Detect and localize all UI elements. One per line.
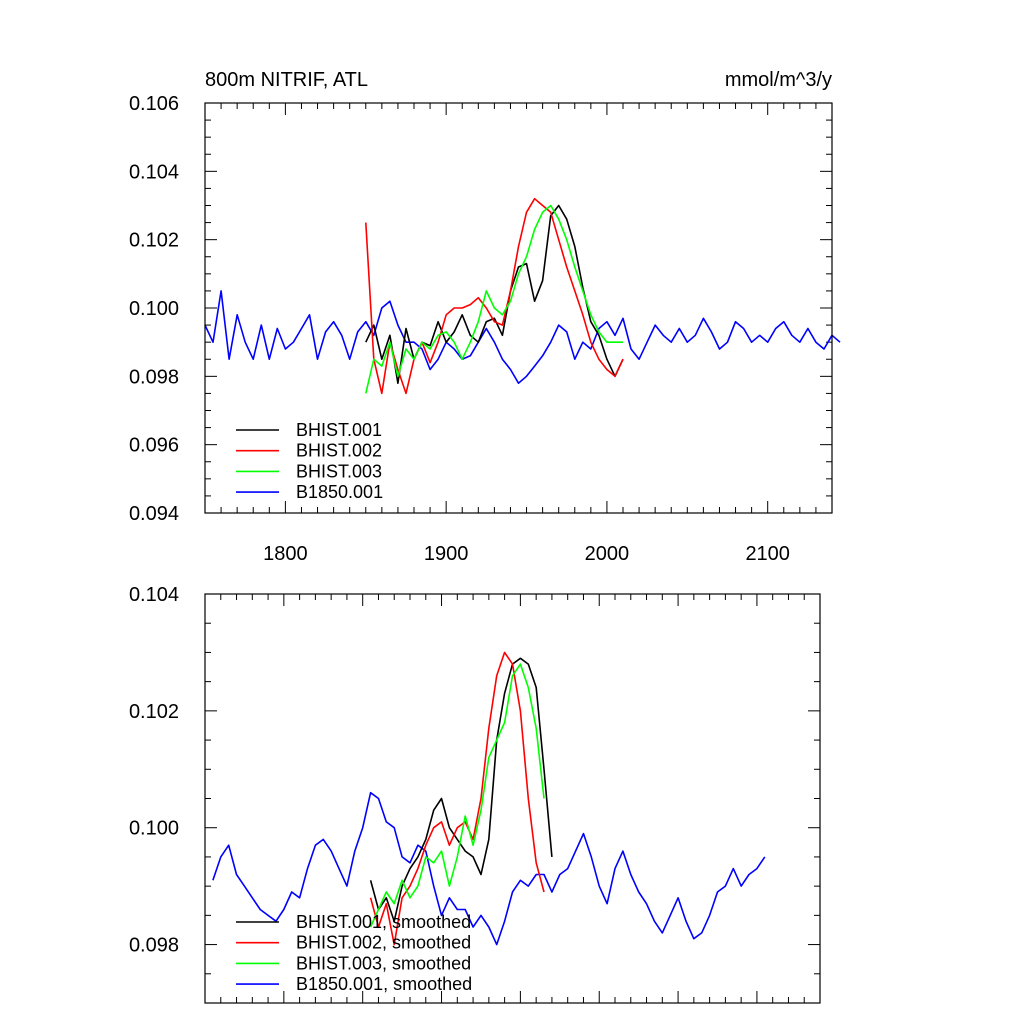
series-line-bhist-003-smoothed	[369, 663, 545, 928]
series-line-bhist-003	[365, 204, 623, 394]
top-panel: 800m NITRIF, ATL mmol/m^3/y 0.0940.0960.…	[129, 69, 841, 565]
top-panel-units: mmol/m^3/y	[725, 69, 832, 91]
legend-label: BHIST.001, smoothed	[296, 912, 471, 932]
legend-label: BHIST.002	[296, 441, 382, 461]
legend-label: B1850.001, smoothed	[296, 974, 472, 994]
series-line-bhist-002-smoothed	[369, 651, 545, 946]
legend-label: BHIST.002, smoothed	[296, 933, 471, 953]
series-line-b1850-001-smoothed	[212, 791, 766, 946]
series-line-bhist-001-smoothed	[369, 657, 553, 923]
series-line-b1850-001	[204, 290, 841, 385]
series-line-bhist-002	[365, 197, 624, 395]
y-tick-label: 0.096	[129, 435, 179, 457]
top-panel-ticks: 0.094 0.096 0.098 0.100 0.102 0.104 0.106 1800 1…	[129, 93, 833, 565]
y-tick-label: 0.098	[129, 366, 179, 388]
y-tick-label: 0.098	[129, 935, 179, 957]
top-panel-frame	[204, 102, 833, 514]
y-tick-label: 0.100	[129, 298, 179, 320]
series-line-bhist-001	[365, 204, 624, 385]
y-tick-label: 0.102	[129, 230, 179, 252]
y-tick-label: 0.100	[129, 818, 179, 840]
legend-label: BHIST.003	[296, 461, 382, 481]
x-tick-label: 1800	[263, 543, 308, 565]
y-tick-label: 0.094	[129, 503, 179, 525]
legend-label: BHIST.003, smoothed	[296, 953, 471, 973]
y-tick-label: 0.106	[129, 93, 179, 115]
x-tick-label: 2000	[585, 543, 630, 565]
y-tick-label: 0.102	[129, 701, 179, 723]
top-panel-series	[204, 197, 841, 395]
top-panel-title: 800m NITRIF, ATL	[205, 69, 368, 91]
y-tick-label: 0.104	[129, 161, 179, 183]
bottom-panel-ticks: 0.098 0.100 0.102 0.104	[129, 584, 821, 1004]
bottom-panel-series	[212, 651, 766, 946]
x-tick-label: 1900	[424, 543, 469, 565]
x-tick-label: 2100	[745, 543, 790, 565]
bottom-panel: 0.098 0.100 0.102 0.104 BHIST.001, smoothed…	[129, 584, 821, 1004]
legend-label: BHIST.001	[296, 420, 382, 440]
bottom-panel-frame	[204, 593, 821, 1004]
legend-label: B1850.001	[296, 482, 383, 502]
y-tick-label: 0.104	[129, 584, 179, 606]
